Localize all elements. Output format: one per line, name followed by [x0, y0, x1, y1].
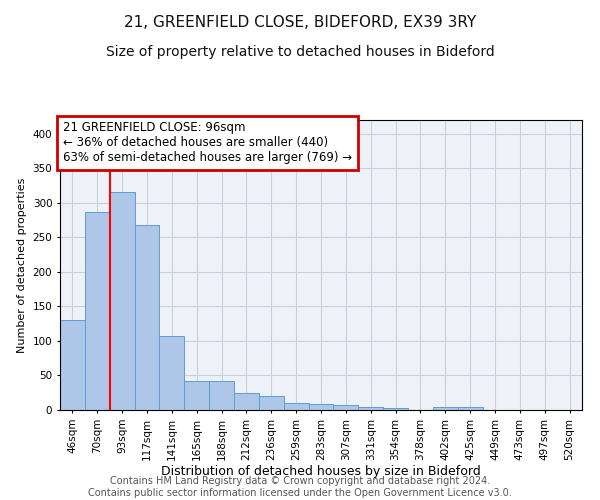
Bar: [284, 403, 308, 410]
Text: 21 GREENFIELD CLOSE: 96sqm
← 36% of detached houses are smaller (440)
63% of sem: 21 GREENFIELD CLOSE: 96sqm ← 36% of deta…: [62, 122, 352, 164]
Text: Size of property relative to detached houses in Bideford: Size of property relative to detached ho…: [106, 45, 494, 59]
Bar: [433, 407, 458, 410]
Bar: [85, 212, 110, 410]
Bar: [334, 405, 358, 410]
Bar: [358, 406, 383, 410]
X-axis label: Distribution of detached houses by size in Bideford: Distribution of detached houses by size …: [161, 466, 481, 478]
Bar: [383, 408, 408, 410]
Text: 21, GREENFIELD CLOSE, BIDEFORD, EX39 3RY: 21, GREENFIELD CLOSE, BIDEFORD, EX39 3RY: [124, 15, 476, 30]
Bar: [134, 225, 160, 410]
Text: Contains HM Land Registry data © Crown copyright and database right 2024.
Contai: Contains HM Land Registry data © Crown c…: [88, 476, 512, 498]
Bar: [234, 392, 259, 410]
Bar: [110, 192, 134, 410]
Bar: [60, 320, 85, 410]
Bar: [160, 336, 184, 410]
Bar: [209, 381, 234, 410]
Bar: [184, 381, 209, 410]
Bar: [458, 407, 482, 410]
Bar: [259, 396, 284, 410]
Y-axis label: Number of detached properties: Number of detached properties: [17, 178, 27, 352]
Bar: [308, 404, 334, 410]
